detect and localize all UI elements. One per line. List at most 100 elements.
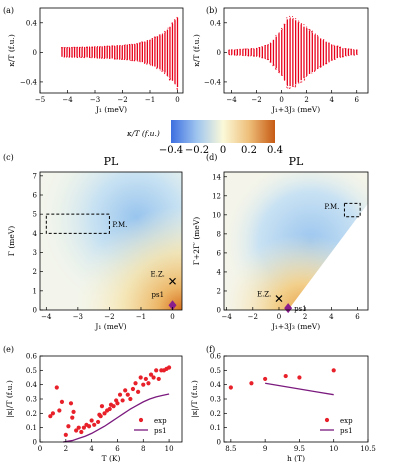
xtick-label-b-1: −2: [251, 96, 261, 104]
data-point-e-28: [115, 401, 120, 406]
ylabel-b: κ/T (f.u.): [192, 34, 201, 67]
data-point-e-33: [128, 396, 133, 402]
data-point-b-37-1: [331, 44, 333, 46]
data-point-a-17-2: [103, 45, 106, 47]
data-point-b-34-3: [323, 64, 325, 66]
data-point-b-38-0: [333, 44, 335, 46]
ytick-label-a-0: −0.4: [20, 78, 38, 86]
data-point-f-3: [283, 373, 288, 379]
xtick-label-b-2: 0: [279, 96, 283, 104]
ytick-label-e-1: 0.1: [26, 424, 37, 432]
data-point-b-11-3: [258, 47, 260, 49]
data-point-a-35-3: [149, 39, 151, 41]
ez-marker-d: [275, 295, 283, 303]
colorbar-gradient: [171, 120, 275, 143]
data-point-a-15-3: [99, 45, 101, 48]
data-point-e-3: [57, 408, 62, 413]
ytick-label-e-0: 0: [33, 439, 37, 447]
data-point-b-32-3: [317, 34, 319, 36]
heatmap-d-field: [224, 172, 368, 310]
data-point-b-29-3: [308, 28, 310, 30]
data-point-a-6-3: [76, 46, 78, 49]
data-point-a-22-3: [116, 58, 119, 60]
data-point-e-34: [130, 386, 136, 392]
data-point-e-18: [95, 419, 101, 425]
data-point-a-45-2: [174, 18, 176, 21]
ytick-label-b-0: −0.4: [204, 78, 222, 86]
data-point-a-30-3: [136, 43, 138, 45]
data-point-a-18-0: [106, 57, 108, 59]
pm-box-d: [343, 202, 361, 218]
colorbar-tick-4: 0.4: [267, 145, 283, 156]
data-point-b-45-3: [353, 54, 355, 56]
xtick-label-c-4: 0: [170, 313, 174, 321]
data-point-b-14-2: [267, 44, 270, 46]
data-point-b-36-2: [328, 61, 330, 63]
data-point-a-11-2: [89, 46, 91, 48]
data-point-b-46-2: [355, 49, 358, 51]
xtick-label-f-0: 8.5: [225, 445, 236, 453]
plot-frame-a: [39, 7, 184, 94]
xtick-label-d-4: 4: [329, 313, 334, 321]
legend-label-e-ps1: ps1: [154, 427, 167, 435]
legend-label-f-ps1: ps1: [340, 427, 353, 435]
data-point-a-34-3: [146, 63, 148, 65]
xtick-label-b-0: −4: [226, 96, 237, 104]
ytick-label-d-5: 10: [212, 211, 221, 219]
xtick-label-a-3: −2: [117, 96, 127, 104]
data-point-a-23-2: [119, 45, 121, 47]
data-point-a-28-0: [132, 44, 134, 46]
data-point-b-18-3: [278, 71, 280, 73]
colorbar-tick-2: 0: [220, 145, 226, 156]
data-point-b-17-1: [275, 34, 277, 36]
ytick-label-c-3: 3: [33, 249, 37, 257]
data-point-b-12-3: [262, 57, 264, 59]
panel-label-e: (e): [3, 345, 14, 354]
data-point-b-5-1: [242, 54, 244, 56]
data-point-a-13-3: [94, 46, 96, 48]
data-point-e-31: [123, 388, 128, 393]
ytick-label-a-2: 0.4: [26, 19, 38, 27]
data-point-a-31-2: [139, 42, 141, 44]
xtick-label-f-2: 9.5: [294, 445, 305, 453]
data-point-e-17: [92, 422, 97, 427]
ytick-label-d-4: 8: [217, 230, 221, 238]
data-point-a-40-2: [161, 33, 163, 35]
data-point-b-27-2: [303, 79, 305, 81]
pm-label-c: P.M.: [112, 221, 127, 229]
data-point-e-0: [48, 414, 53, 419]
data-point-b-19-3: [280, 74, 282, 76]
data-point-b-10-3: [256, 47, 258, 50]
data-point-b-37-3: [331, 59, 333, 61]
xlabel-b: J₁+3J₃ (meV): [271, 105, 320, 114]
xtick-label-a-1: −4: [62, 96, 73, 104]
ytick-label-f-1: 0.1: [210, 424, 221, 432]
data-point-e-42: [151, 375, 156, 380]
data-point-a-17-3: [104, 57, 106, 59]
data-point-a-7-3: [79, 46, 81, 49]
data-point-a-21-2: [113, 45, 115, 47]
data-point-a-13-1: [93, 57, 96, 59]
data-point-a-38-3: [156, 67, 158, 69]
xtick-label-f-4: 10.5: [360, 445, 376, 453]
data-point-a-24-3: [121, 58, 123, 60]
xtick-label-d-2: 0: [277, 313, 281, 321]
data-point-b-12-2: [261, 57, 263, 59]
data-point-a-45-3: [174, 83, 176, 85]
colorbar-tick-1: −0.2: [185, 145, 209, 156]
xtick-label-d-3: 2: [303, 313, 307, 321]
data-point-e-1: [50, 411, 56, 416]
ytick-label-e-6: 0.6: [26, 353, 38, 361]
data-point-a-27-2: [129, 44, 131, 46]
data-point-b-3-2: [236, 54, 238, 56]
data-point-b-8-3: [250, 48, 252, 50]
data-point-b-2-0: [234, 49, 236, 51]
ytick-label-f-2: 0.2: [210, 410, 221, 418]
ytick-label-c-7: 7: [33, 172, 37, 180]
data-point-a-1-1: [63, 47, 65, 49]
data-point-b-12-1: [261, 46, 263, 48]
data-point-b-40-1: [339, 46, 341, 48]
xtick-label-a-2: −3: [90, 96, 100, 104]
data-point-a-41-2: [164, 72, 166, 74]
ytick-label-d-6: 12: [212, 192, 221, 200]
